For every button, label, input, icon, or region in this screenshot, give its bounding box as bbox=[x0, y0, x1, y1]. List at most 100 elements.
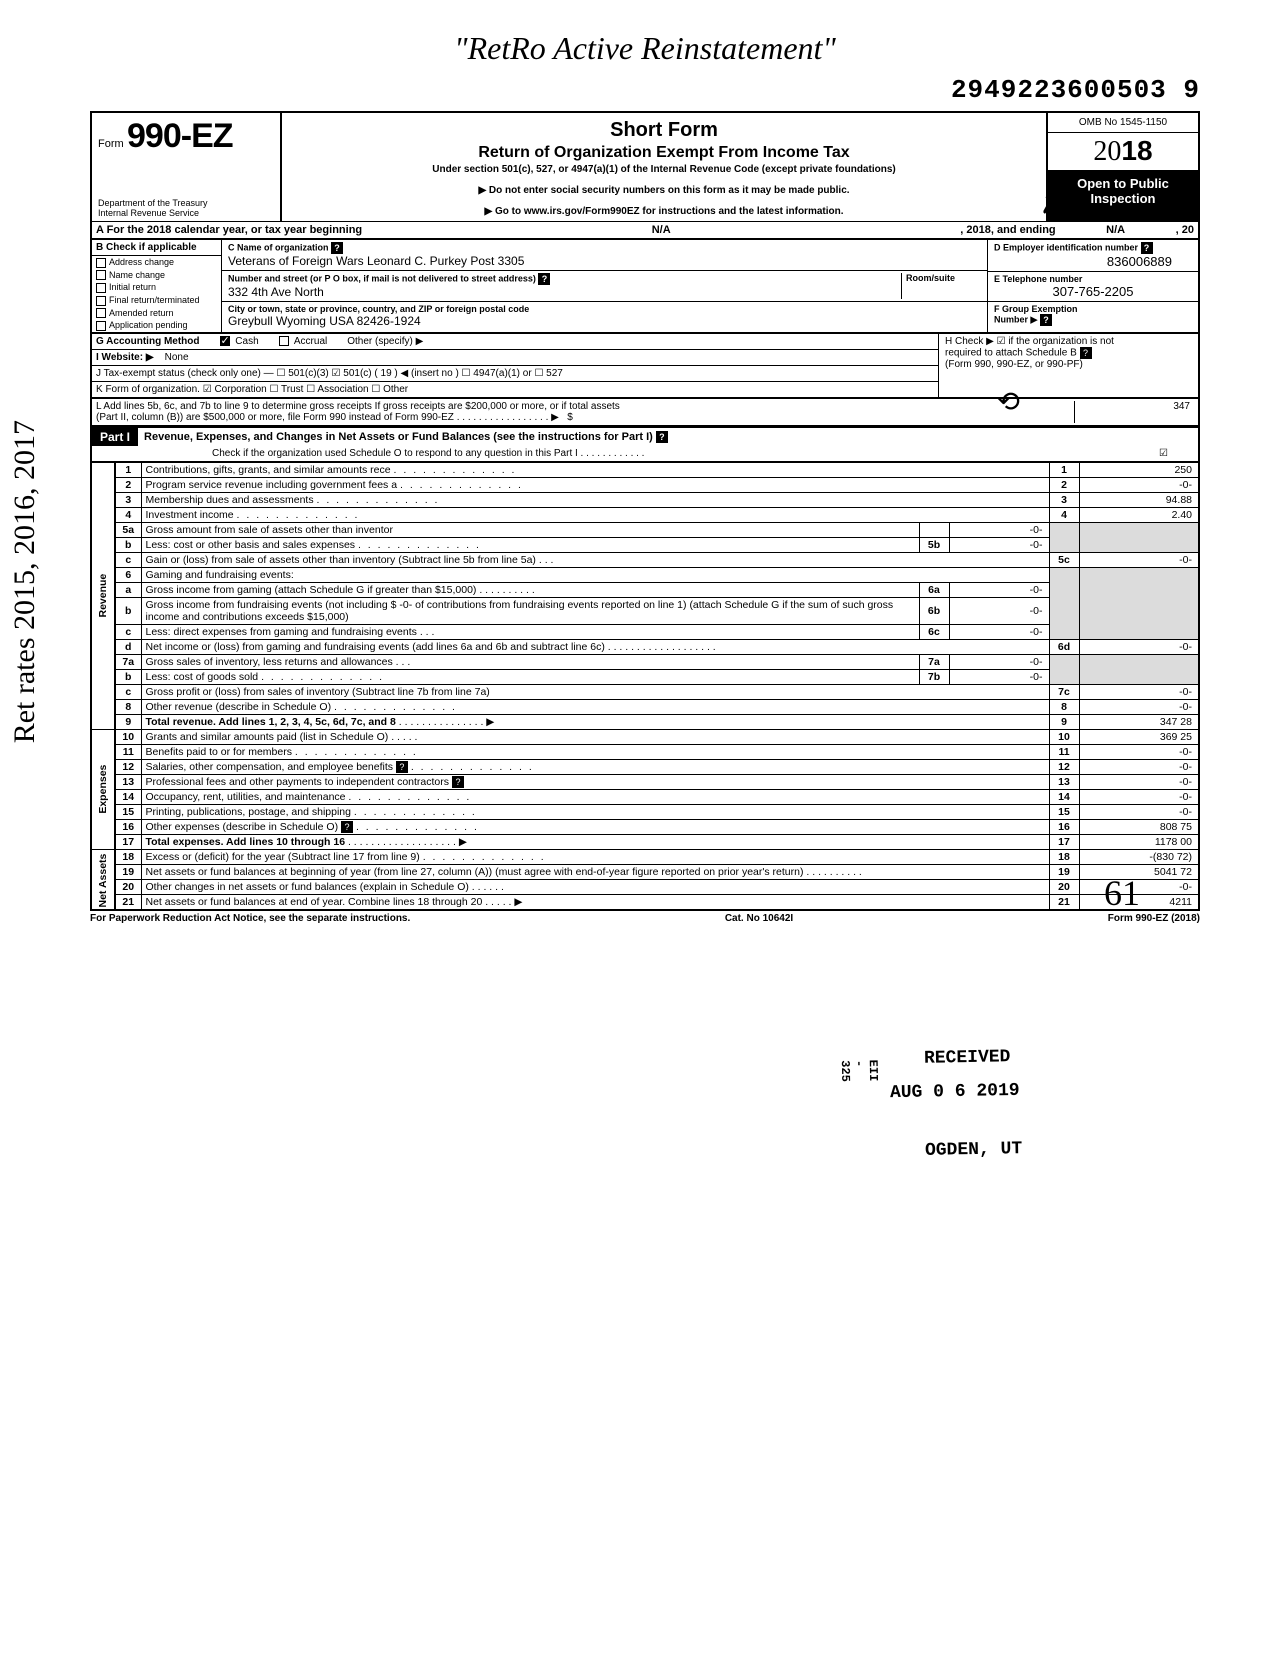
form-label: Form bbox=[98, 138, 124, 150]
ld: Less: direct expenses from gaming and fu… bbox=[146, 626, 417, 638]
lr: 8 bbox=[1049, 699, 1079, 714]
la: -0- bbox=[1079, 699, 1199, 714]
row-h: H Check ▶ ☑ if the organization is not r… bbox=[938, 334, 1198, 397]
ld: Program service revenue including govern… bbox=[146, 479, 398, 491]
chk-amended-return[interactable] bbox=[96, 308, 106, 318]
row-l-line-2: (Part II, column (B)) are $500,000 or mo… bbox=[96, 412, 454, 423]
part-1-label: Part I bbox=[92, 428, 138, 446]
lbl-application-pending: Application pending bbox=[109, 320, 188, 330]
lbl-name-change: Name change bbox=[109, 270, 165, 280]
ssn-warning: ▶ Do not enter social security numbers o… bbox=[290, 185, 1038, 196]
la: 2.40 bbox=[1079, 507, 1199, 522]
side-revenue: Revenue bbox=[91, 462, 115, 730]
lr: 21 bbox=[1049, 895, 1079, 911]
stamp-date: AUG 0 6 2019 bbox=[890, 1081, 1020, 1103]
ln: 9 bbox=[115, 714, 141, 729]
addr-value: 332 4th Ave North bbox=[228, 285, 901, 299]
part-1-checkbox[interactable]: ☑ bbox=[1159, 448, 1168, 459]
ld: Net income or (loss) from gaming and fun… bbox=[146, 641, 605, 653]
lbl-accrual: Accrual bbox=[294, 336, 327, 347]
ld: Total revenue. Add lines 1, 2, 3, 4, 5c,… bbox=[146, 716, 396, 728]
ld: Other changes in net assets or fund bala… bbox=[146, 881, 469, 893]
la: -0- bbox=[1079, 790, 1199, 805]
form-title: Return of Organization Exempt From Incom… bbox=[290, 144, 1038, 162]
lbl-cash: Cash bbox=[235, 336, 258, 347]
col-c: C Name of organization ?Veterans of Fore… bbox=[222, 240, 988, 332]
url-line: ▶ Go to www.irs.gov/Form990EZ for instru… bbox=[290, 206, 1038, 217]
lbl-final-return: Final return/terminated bbox=[109, 295, 200, 305]
chk-address-change[interactable] bbox=[96, 258, 106, 268]
lr: 18 bbox=[1049, 850, 1079, 865]
help-icon[interactable]: ? bbox=[656, 431, 668, 443]
lr: 16 bbox=[1049, 820, 1079, 835]
col-b-header: B Check if applicable bbox=[92, 240, 221, 256]
chk-cash[interactable] bbox=[220, 336, 230, 346]
line-a-year: , 20 bbox=[1176, 224, 1194, 236]
ma: -0- bbox=[949, 654, 1049, 669]
line-a: A For the 2018 calendar year, or tax yea… bbox=[90, 221, 1200, 238]
ma: -0- bbox=[949, 522, 1049, 537]
ld: Total expenses. Add lines 10 through 16 bbox=[146, 836, 346, 848]
row-h-line-1: H Check ▶ ☑ if the organization is not bbox=[945, 336, 1192, 347]
row-j: J Tax-exempt status (check only one) — ☐… bbox=[92, 366, 938, 382]
main-table: Revenue 1Contributions, gifts, grants, a… bbox=[90, 461, 1200, 912]
ln: 5a bbox=[115, 522, 141, 537]
dept-line-2: Internal Revenue Service bbox=[98, 209, 274, 219]
help-icon[interactable]: ? bbox=[341, 821, 353, 833]
form-number: 990-EZ bbox=[127, 117, 233, 155]
help-icon[interactable]: ? bbox=[1141, 242, 1153, 254]
block-bcd: B Check if applicable Address change Nam… bbox=[90, 238, 1200, 332]
short-form-label: Short Form bbox=[290, 119, 1038, 142]
ln: b bbox=[115, 537, 141, 552]
ln: 14 bbox=[115, 790, 141, 805]
ld: Gain or (loss) from sale of assets other… bbox=[146, 554, 536, 566]
ln: 15 bbox=[115, 805, 141, 820]
chk-final-return[interactable] bbox=[96, 296, 106, 306]
org-name-value: Veterans of Foreign Wars Leonard C. Purk… bbox=[228, 254, 981, 268]
help-icon[interactable]: ? bbox=[538, 273, 550, 285]
ld: Gaming and fundraising events: bbox=[141, 567, 1049, 582]
ld: Other expenses (describe in Schedule O) bbox=[146, 821, 339, 833]
ln: c bbox=[115, 552, 141, 567]
ld: Net assets or fund balances at end of ye… bbox=[146, 896, 483, 908]
part-1-subheader: Check if the organization used Schedule … bbox=[90, 446, 1200, 461]
ln: 17 bbox=[115, 835, 141, 850]
ln: 18 bbox=[115, 850, 141, 865]
stamp-location: OGDEN, UT bbox=[925, 1139, 1023, 1161]
form-subtitle: Under section 501(c), 527, or 4947(a)(1)… bbox=[290, 164, 1038, 175]
help-icon[interactable]: ? bbox=[1080, 347, 1092, 359]
lr: 4 bbox=[1049, 507, 1079, 522]
help-icon[interactable]: ? bbox=[452, 776, 464, 788]
la: -0- bbox=[1079, 805, 1199, 820]
ln: b bbox=[115, 669, 141, 684]
chk-initial-return[interactable] bbox=[96, 283, 106, 293]
ld: Other revenue (describe in Schedule O) bbox=[146, 701, 332, 713]
year-prefix: 20 bbox=[1093, 136, 1121, 167]
la: 94.88 bbox=[1079, 492, 1199, 507]
chk-name-change[interactable] bbox=[96, 270, 106, 280]
line-a-begin: N/A bbox=[362, 224, 960, 236]
lbl-amended-return: Amended return bbox=[109, 308, 174, 318]
lr: 17 bbox=[1049, 835, 1079, 850]
ld: Less: cost of goods sold bbox=[146, 671, 259, 683]
org-name-label: C Name of organization bbox=[228, 242, 329, 252]
help-icon[interactable]: ? bbox=[1040, 314, 1052, 326]
ln: 10 bbox=[115, 729, 141, 744]
room-label: Room/suite bbox=[906, 273, 981, 283]
group-label-2: Number ▶ bbox=[994, 314, 1037, 324]
rows-ghijk: G Accounting Method Cash Accrual Other (… bbox=[90, 332, 1200, 397]
line-a-mid: , 2018, and ending bbox=[960, 224, 1055, 236]
lr: 12 bbox=[1049, 759, 1079, 774]
ein-value: 836006889 bbox=[994, 254, 1192, 269]
ln: 13 bbox=[115, 774, 141, 789]
chk-accrual[interactable] bbox=[279, 336, 289, 346]
la: 1178 00 bbox=[1079, 835, 1199, 850]
help-icon[interactable]: ? bbox=[331, 242, 343, 254]
accounting-label: G Accounting Method bbox=[96, 336, 200, 347]
chk-application-pending[interactable] bbox=[96, 321, 106, 331]
help-icon[interactable]: ? bbox=[396, 761, 408, 773]
ld: Printing, publications, postage, and shi… bbox=[146, 806, 351, 818]
ld: Grants and similar amounts paid (list in… bbox=[146, 731, 389, 743]
lr: 11 bbox=[1049, 744, 1079, 759]
ma: -0- bbox=[949, 669, 1049, 684]
